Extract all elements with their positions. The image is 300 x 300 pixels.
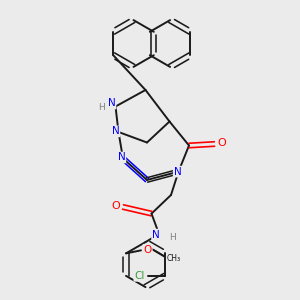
Text: H: H [169, 232, 176, 242]
Text: N: N [112, 126, 119, 136]
Text: CH₃: CH₃ [167, 254, 181, 263]
Text: O: O [143, 245, 152, 255]
Text: O: O [217, 138, 226, 148]
Text: N: N [108, 98, 116, 109]
Text: O: O [111, 201, 120, 212]
Text: N: N [174, 167, 182, 177]
Text: N: N [152, 230, 160, 240]
Text: Cl: Cl [134, 271, 145, 281]
Text: H: H [98, 103, 105, 112]
Text: N: N [118, 152, 125, 163]
